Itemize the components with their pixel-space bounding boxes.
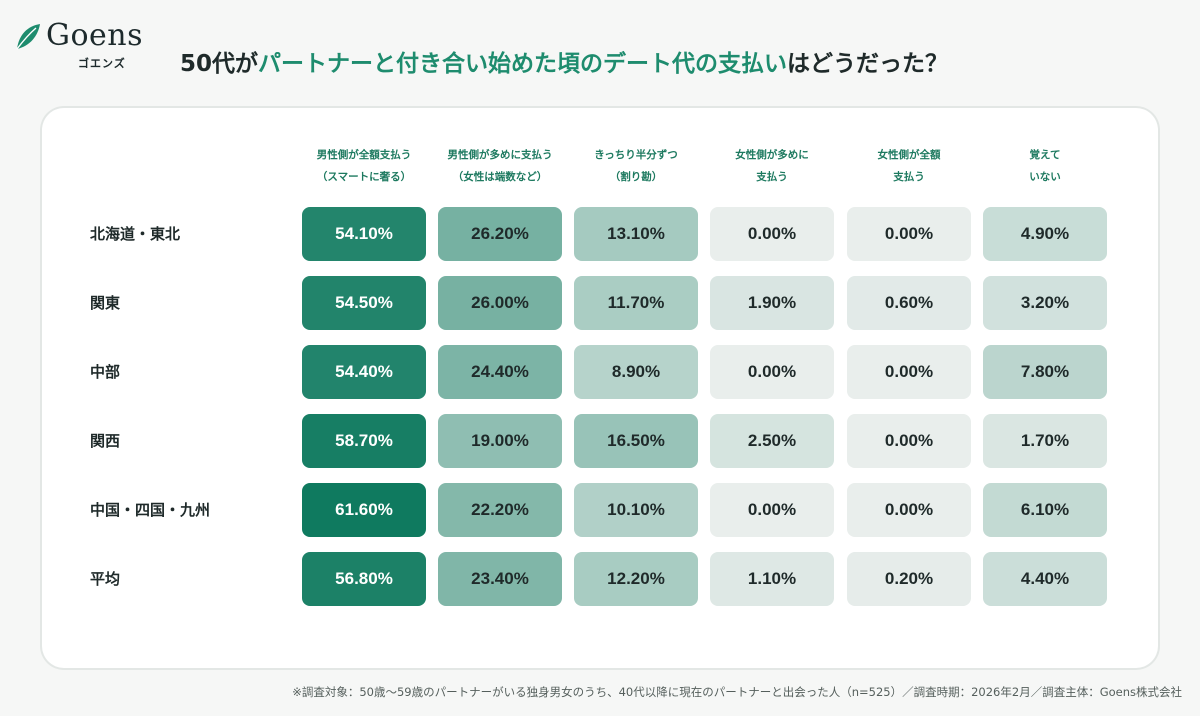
column-header-line: （女性は端数など）	[452, 171, 548, 183]
column-header-line: いない	[1029, 171, 1061, 183]
brand-kana: ゴエンズ	[78, 57, 126, 70]
column-header-line: （スマートに奢る）	[316, 171, 412, 183]
heatmap-cell: 16.50%	[574, 414, 698, 468]
column-header: 女性側が多めに 支払う	[710, 144, 834, 188]
column-header-line: 覚えて	[1029, 149, 1061, 161]
heatmap-cell: 7.80%	[983, 345, 1107, 399]
column-header-line: 支払う	[756, 171, 788, 183]
heatmap-cell: 58.70%	[302, 414, 426, 468]
row-label: 関東	[90, 294, 121, 312]
heatmap-cell: 0.00%	[710, 483, 834, 537]
column-header-line: きっちり半分ずつ	[594, 149, 678, 161]
column-header-line: 男性側が全額支払う	[316, 149, 412, 161]
heatmap-cell: 0.00%	[847, 483, 971, 537]
heatmap-cell: 3.20%	[983, 276, 1107, 330]
heatmap-cell: 0.00%	[847, 414, 971, 468]
footnote: ※調査対象：50歳〜59歳のパートナーがいる独身男女のうち、40代以降に現在のパ…	[292, 685, 1182, 699]
heatmap-cell: 2.50%	[710, 414, 834, 468]
heatmap-cell: 0.00%	[847, 345, 971, 399]
heatmap-cell: 54.50%	[302, 276, 426, 330]
heatmap-cell: 0.20%	[847, 552, 971, 606]
column-header-line: 女性側が多めに	[735, 149, 809, 161]
column-header: 女性側が全額 支払う	[847, 144, 971, 188]
column-header-line: 女性側が全額	[877, 149, 941, 161]
heatmap-cell: 8.90%	[574, 345, 698, 399]
column-header-line: （割り勘）	[609, 171, 663, 183]
heatmap-cell: 26.20%	[438, 207, 562, 261]
column-header-line: 支払う	[893, 171, 925, 183]
heatmap-cell: 4.40%	[983, 552, 1107, 606]
column-header: 男性側が多めに支払う （女性は端数など）	[438, 144, 562, 188]
heatmap-cell: 10.10%	[574, 483, 698, 537]
heatmap-cell: 54.40%	[302, 345, 426, 399]
heatmap-cell: 22.20%	[438, 483, 562, 537]
column-header: 男性側が全額支払う （スマートに奢る）	[302, 144, 426, 188]
title-suffix: はどうだった？	[787, 51, 949, 77]
heatmap-cell: 19.00%	[438, 414, 562, 468]
heatmap-cell: 4.90%	[983, 207, 1107, 261]
heatmap-cell: 0.00%	[710, 207, 834, 261]
brand-name: Goens	[46, 18, 143, 53]
title-prefix: 50代が	[180, 51, 259, 77]
heatmap-cell: 56.80%	[302, 552, 426, 606]
row-label: 中国・四国・九州	[90, 501, 211, 519]
row-label: 中部	[90, 363, 121, 381]
heatmap-cell: 1.70%	[983, 414, 1107, 468]
column-header: 覚えて いない	[983, 144, 1107, 188]
column-header-line: 男性側が多めに支払う	[447, 149, 553, 161]
heatmap-cell: 12.20%	[574, 552, 698, 606]
leaf-icon	[16, 24, 40, 50]
heatmap-cell: 0.00%	[847, 207, 971, 261]
page-title: 50代がパートナーと付き合い始めた頃のデート代の支払いはどうだった？	[180, 44, 948, 78]
heatmap-cell: 1.90%	[710, 276, 834, 330]
heatmap-cell: 24.40%	[438, 345, 562, 399]
heatmap-cell: 0.60%	[847, 276, 971, 330]
row-label: 関西	[90, 432, 121, 450]
column-header: きっちり半分ずつ （割り勘）	[574, 144, 698, 188]
heatmap-cell: 61.60%	[302, 483, 426, 537]
title-accent: パートナーと付き合い始めた頃のデート代の支払い	[258, 51, 788, 77]
heatmap-cell: 23.40%	[438, 552, 562, 606]
heatmap-cell: 0.00%	[710, 345, 834, 399]
heatmap-cell: 1.10%	[710, 552, 834, 606]
row-label: 平均	[90, 570, 121, 588]
brand-logo: Goens ゴエンズ	[14, 18, 154, 70]
heatmap-cell: 13.10%	[574, 207, 698, 261]
heatmap-cell: 11.70%	[574, 276, 698, 330]
heatmap-cell: 26.00%	[438, 276, 562, 330]
row-label: 北海道・東北	[90, 225, 181, 243]
heatmap-cell: 54.10%	[302, 207, 426, 261]
heatmap-cell: 6.10%	[983, 483, 1107, 537]
